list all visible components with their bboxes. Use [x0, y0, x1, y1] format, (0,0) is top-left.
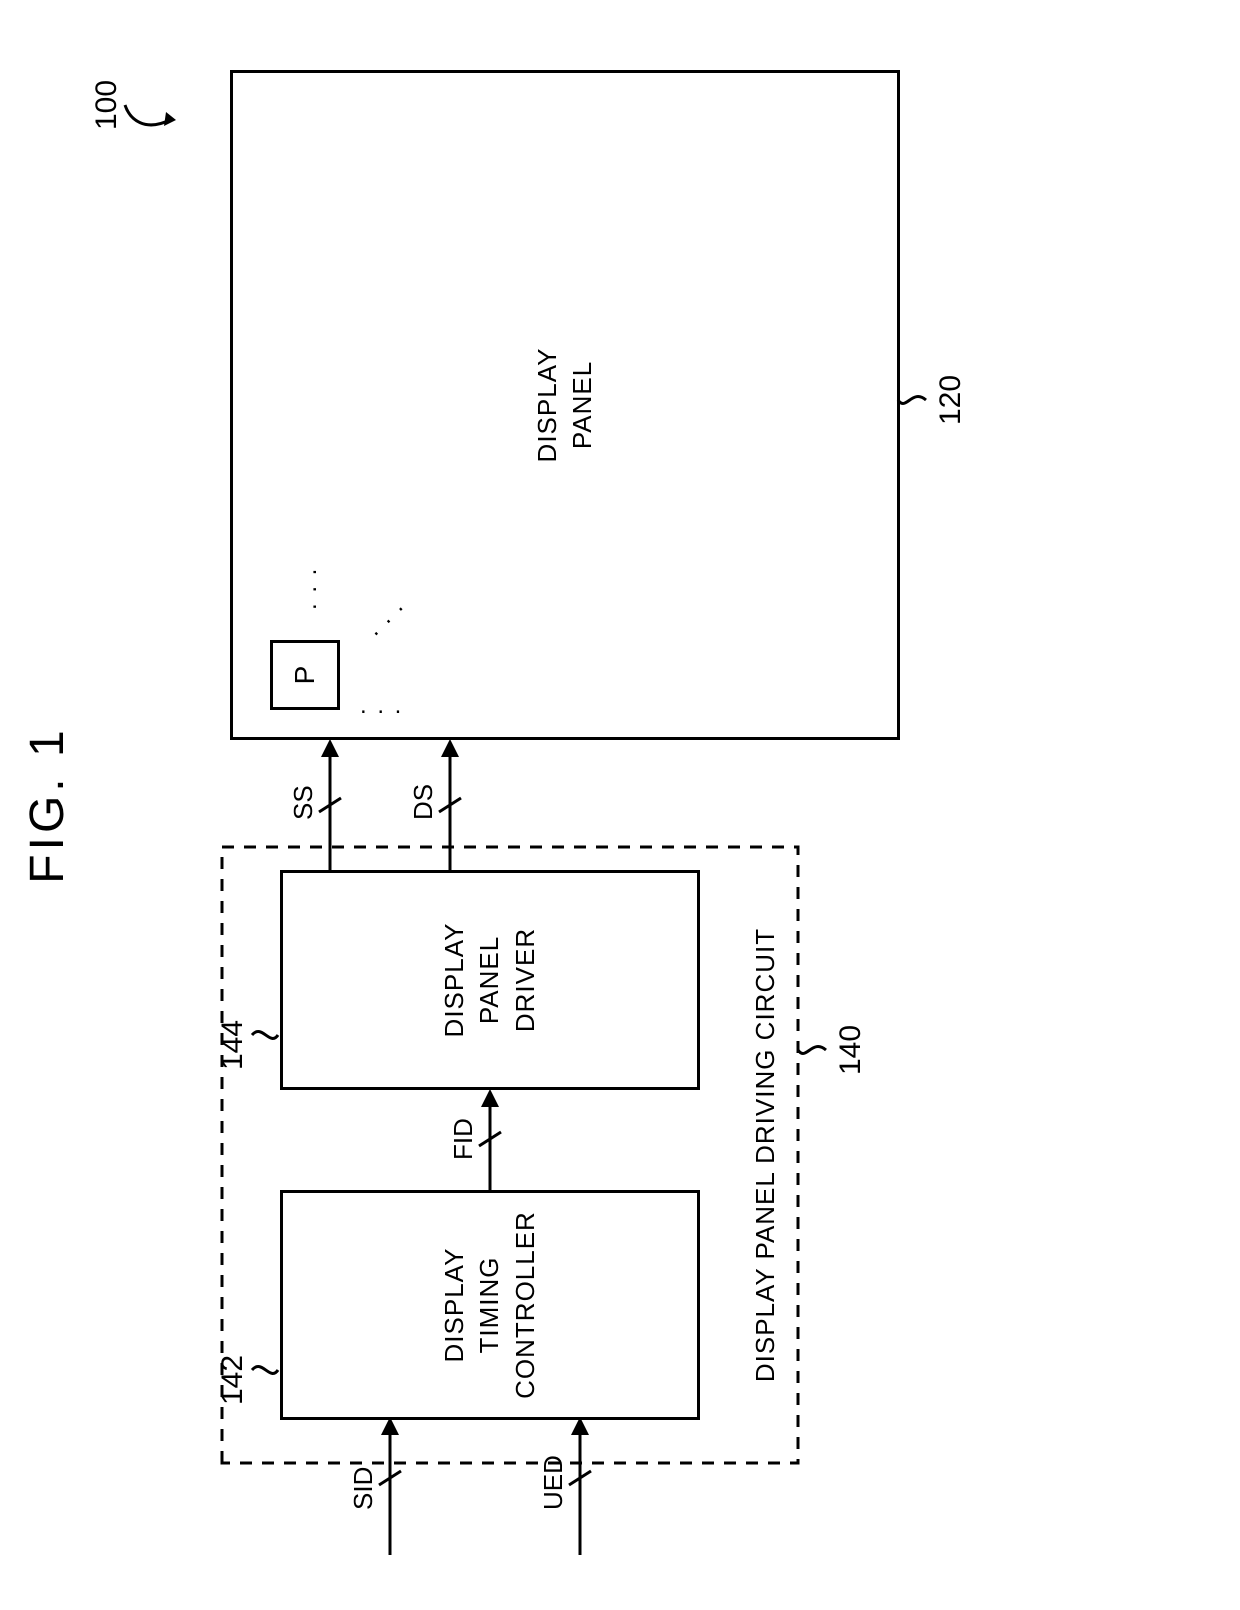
- display-panel-label: DISPLAY PANEL: [530, 348, 600, 463]
- ref-100-leader: [120, 70, 180, 140]
- arrow-sid: [375, 1415, 405, 1555]
- arrow-fid: [475, 1085, 505, 1190]
- ref-100: 100: [90, 80, 124, 130]
- signal-ds: DS: [408, 784, 439, 820]
- pixel-box: P: [270, 640, 340, 710]
- driving-circuit-label: DISPLAY PANEL DRIVING CIRCUIT: [750, 845, 781, 1465]
- dots-vertical: . . .: [360, 692, 403, 720]
- timing-controller-block: DISPLAY TIMING CONTROLLER: [280, 1190, 700, 1420]
- dots-horizontal: . . .: [295, 567, 323, 610]
- figure-canvas: FIG. 1 100 DISPLAY PANEL DRIVING CIRCUIT…: [0, 0, 1240, 1610]
- panel-driver-block: DISPLAY PANEL DRIVER: [280, 870, 700, 1090]
- arrow-ds: [435, 735, 465, 870]
- ref-120: 120: [934, 375, 968, 425]
- signal-ued: UED: [538, 1455, 569, 1510]
- ref-140: 140: [834, 1025, 868, 1075]
- ref-142: 142: [216, 1355, 250, 1405]
- ref-144: 144: [216, 1020, 250, 1070]
- signal-fid: FID: [448, 1118, 479, 1160]
- diagram-rotated: FIG. 1 100 DISPLAY PANEL DRIVING CIRCUIT…: [0, 0, 1240, 1610]
- arrow-ued: [565, 1415, 595, 1555]
- arrow-ss: [315, 735, 345, 870]
- ref-144-leader: [248, 1015, 282, 1055]
- ref-120-leader: [896, 380, 936, 420]
- signal-sid: SID: [348, 1467, 379, 1510]
- signal-ss: SS: [288, 785, 319, 820]
- figure-title: FIG. 1: [20, 0, 75, 1610]
- ref-142-leader: [248, 1350, 282, 1390]
- ref-140-leader: [796, 1030, 836, 1070]
